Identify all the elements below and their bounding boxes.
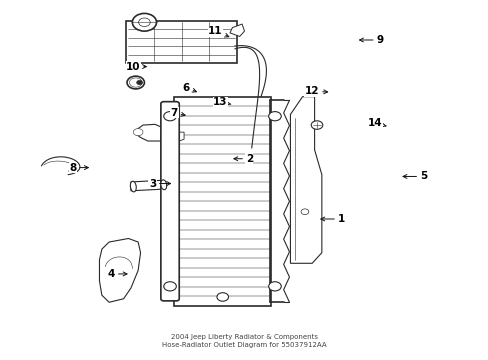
Text: 14: 14 bbox=[367, 118, 385, 128]
Polygon shape bbox=[131, 180, 164, 191]
Circle shape bbox=[268, 112, 281, 121]
Text: 11: 11 bbox=[208, 26, 228, 37]
Circle shape bbox=[137, 80, 142, 85]
Polygon shape bbox=[99, 238, 140, 302]
Circle shape bbox=[165, 140, 173, 145]
Text: 10: 10 bbox=[126, 62, 146, 72]
Text: 2004 Jeep Liberty Radiator & Components
Hose-Radiator Outlet Diagram for 5503791: 2004 Jeep Liberty Radiator & Components … bbox=[162, 334, 326, 348]
Text: 4: 4 bbox=[108, 269, 127, 279]
Ellipse shape bbox=[161, 180, 166, 190]
Polygon shape bbox=[168, 104, 174, 199]
Circle shape bbox=[217, 293, 228, 301]
Circle shape bbox=[310, 121, 322, 129]
Text: 2: 2 bbox=[233, 154, 252, 164]
Circle shape bbox=[268, 282, 281, 291]
FancyBboxPatch shape bbox=[161, 102, 179, 301]
Circle shape bbox=[132, 13, 156, 31]
Circle shape bbox=[161, 136, 178, 149]
Text: 7: 7 bbox=[170, 108, 185, 118]
Polygon shape bbox=[126, 21, 237, 63]
Text: 5: 5 bbox=[402, 171, 426, 181]
Polygon shape bbox=[174, 97, 270, 306]
Polygon shape bbox=[136, 124, 165, 141]
Polygon shape bbox=[164, 132, 183, 143]
Text: 8: 8 bbox=[69, 163, 88, 172]
Circle shape bbox=[133, 129, 142, 136]
Text: 12: 12 bbox=[305, 86, 327, 96]
Circle shape bbox=[138, 18, 150, 27]
Circle shape bbox=[127, 76, 144, 89]
Polygon shape bbox=[229, 24, 244, 36]
Polygon shape bbox=[290, 97, 321, 263]
Ellipse shape bbox=[130, 181, 136, 192]
Circle shape bbox=[163, 282, 176, 291]
Text: 6: 6 bbox=[183, 83, 196, 93]
Circle shape bbox=[163, 112, 176, 121]
Text: 1: 1 bbox=[320, 214, 344, 224]
Circle shape bbox=[301, 209, 308, 215]
Text: 9: 9 bbox=[359, 35, 383, 45]
Text: 13: 13 bbox=[213, 97, 230, 107]
Text: 3: 3 bbox=[149, 179, 170, 189]
